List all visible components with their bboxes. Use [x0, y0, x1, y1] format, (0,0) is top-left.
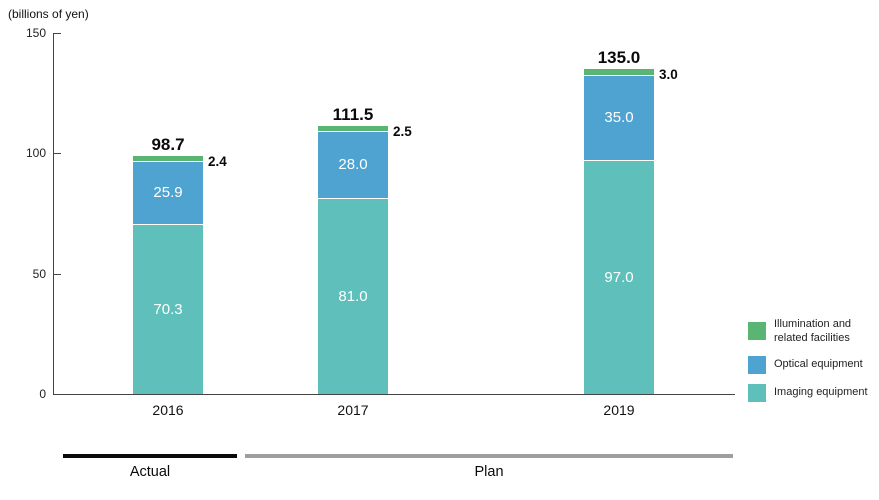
- legend-swatch-icon: [748, 355, 766, 374]
- y-axis-line: [53, 33, 54, 395]
- legend-swatch-icon: [748, 383, 766, 402]
- segment-value-label: 25.9: [153, 184, 183, 202]
- legend-item-label: Illumination and related facilities: [774, 318, 852, 345]
- bar-segment-2017-illumination: [318, 125, 388, 132]
- legend-item-0: Illumination and related facilities: [748, 317, 868, 346]
- bar-segment-2016-imaging: 70.3: [133, 224, 203, 394]
- x-axis-line: [53, 394, 735, 395]
- bar-segment-2019-illumination: [584, 69, 654, 77]
- legend-item-2: Imaging equipment: [748, 383, 868, 402]
- bar-stack-2019: 35.0 97.0: [584, 69, 654, 394]
- y-tick-mark: [54, 153, 61, 155]
- bar-segment-2017-optical: 28.0: [318, 131, 388, 200]
- segment-value-label: 81.0: [338, 288, 368, 306]
- bar-stack-2016: 25.9 70.3: [133, 156, 203, 394]
- legend-swatch-icon: [748, 322, 766, 341]
- legend-item-label: Imaging equipment: [774, 386, 868, 399]
- bar-side-label-2019: 3.0: [659, 67, 678, 83]
- segment-value-label: 35.0: [604, 109, 634, 127]
- y-tick-label: 50: [32, 266, 46, 281]
- bar-total-label-2017: 111.5: [332, 104, 374, 124]
- bar-segment-2016-illumination: [133, 156, 203, 163]
- y-tick-mark: [54, 394, 61, 395]
- plan-period-label: Plan: [474, 464, 504, 480]
- bar-segment-2019-optical: 35.0: [584, 76, 654, 161]
- chart-legend: Illumination and related facilities Optic…: [748, 317, 868, 402]
- legend-item-1: Optical equipment: [748, 355, 868, 374]
- segment-value-label: 97.0: [604, 268, 634, 286]
- y-tick-label: 150: [25, 26, 46, 40]
- x-axis-label-2017: 2017: [337, 402, 369, 418]
- bar-side-label-2017: 2.5: [393, 123, 412, 139]
- y-tick-mark: [54, 33, 61, 34]
- y-tick-mark: [54, 273, 61, 275]
- bar-segment-2019-imaging: 97.0: [584, 160, 654, 394]
- bar-side-label-2016: 2.4: [208, 154, 227, 170]
- bar-total-label-2019: 135.0: [597, 48, 641, 68]
- y-tick-label: 100: [25, 146, 46, 161]
- legend-item-label: Optical equipment: [774, 358, 863, 371]
- bar-segment-2016-optical: 25.9: [133, 162, 203, 225]
- bar-stack-2017: 28.0 81.0: [318, 125, 388, 394]
- y-tick-label: 0: [39, 387, 46, 401]
- actual-period-bar: [63, 454, 237, 458]
- bar-segment-2017-imaging: 81.0: [318, 199, 388, 394]
- segment-value-label: 28.0: [338, 156, 368, 174]
- chart-unit-title: (billions of yen): [8, 7, 89, 21]
- plan-period-bar: [245, 454, 733, 458]
- actual-period-label: Actual: [129, 464, 171, 480]
- bar-total-label-2016: 98.7: [151, 135, 185, 155]
- x-axis-label-2019: 2019: [603, 402, 635, 418]
- segment-value-label: 70.3: [153, 300, 183, 318]
- x-axis-label-2016: 2016: [152, 402, 184, 418]
